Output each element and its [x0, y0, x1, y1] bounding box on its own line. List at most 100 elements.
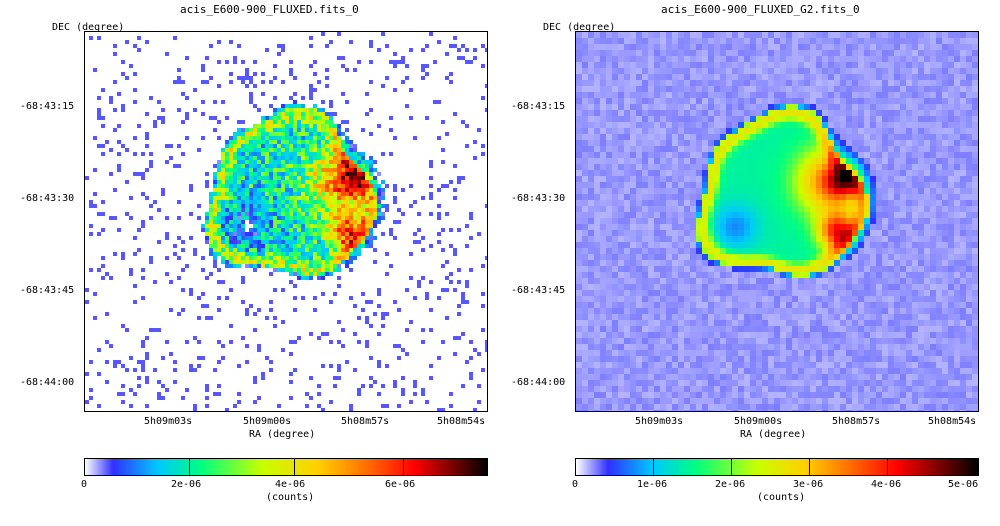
raw-pixel: [309, 88, 313, 92]
raw-pixel: [333, 268, 337, 272]
smoothed-pixel: [684, 200, 690, 206]
smoothed-pixel: [690, 158, 696, 164]
raw-pixel: [269, 148, 273, 152]
raw-pixel: [89, 360, 93, 364]
raw-pixel: [161, 108, 165, 112]
smoothed-pixel: [612, 38, 618, 44]
raw-pixel: [197, 356, 201, 360]
smoothed-pixel: [864, 62, 870, 68]
smoothed-pixel: [672, 170, 678, 176]
raw-pixel: [209, 220, 213, 224]
smoothed-pixel: [714, 32, 720, 38]
raw-pixel: [125, 212, 129, 216]
raw-pixel: [345, 152, 349, 156]
raw-pixel: [461, 384, 465, 388]
smoothed-pixel: [942, 224, 948, 230]
smoothed-pixel: [972, 188, 978, 194]
raw-pixel: [113, 128, 117, 132]
smoothed-pixel: [924, 140, 930, 146]
raw-pixel: [369, 220, 373, 224]
smoothed-pixel: [840, 44, 846, 50]
smoothed-pixel: [624, 116, 630, 122]
raw-pixel: [261, 148, 265, 152]
smoothed-pixel: [618, 62, 624, 68]
raw-pixel: [289, 216, 293, 220]
raw-pixel: [137, 384, 141, 388]
raw-pixel: [341, 172, 345, 176]
smoothed-pixel: [870, 200, 876, 206]
smoothed-pixel: [672, 230, 678, 236]
smoothed-pixel: [576, 110, 582, 116]
smoothed-pixel: [738, 170, 744, 176]
smoothed-pixel: [600, 86, 606, 92]
smoothed-pixel: [768, 224, 774, 230]
raw-pixel: [221, 184, 225, 188]
smoothed-pixel: [720, 236, 726, 242]
smoothed-pixel: [888, 62, 894, 68]
smoothed-pixel: [774, 182, 780, 188]
smoothed-pixel: [624, 188, 630, 194]
smoothed-pixel: [798, 254, 804, 260]
smoothed-pixel: [864, 176, 870, 182]
raw-pixel: [225, 256, 229, 260]
smoothed-pixel: [948, 212, 954, 218]
smoothed-pixel: [696, 164, 702, 170]
raw-pixel: [297, 268, 301, 272]
raw-pixel: [381, 152, 385, 156]
smoothed-pixel: [750, 176, 756, 182]
smoothed-pixel: [750, 104, 756, 110]
smoothed-pixel: [756, 104, 762, 110]
smoothed-pixel: [720, 140, 726, 146]
smoothed-pixel: [882, 176, 888, 182]
smoothed-pixel: [672, 266, 678, 272]
left-image-frame[interactable]: [84, 31, 488, 412]
smoothed-pixel: [792, 86, 798, 92]
smoothed-pixel: [720, 158, 726, 164]
raw-pixel: [297, 228, 301, 232]
smoothed-pixel: [804, 146, 810, 152]
raw-pixel: [345, 180, 349, 184]
raw-pixel: [241, 76, 245, 80]
raw-pixel: [245, 164, 249, 168]
smoothed-pixel: [642, 134, 648, 140]
smoothed-pixel: [708, 74, 714, 80]
smoothed-pixel: [792, 242, 798, 248]
raw-pixel: [173, 164, 177, 168]
raw-pixel: [233, 140, 237, 144]
smoothed-pixel: [654, 44, 660, 50]
raw-pixel: [297, 212, 301, 216]
smoothed-pixel: [828, 110, 834, 116]
smoothed-pixel: [684, 134, 690, 140]
smoothed-pixel: [726, 110, 732, 116]
raw-pixel: [317, 232, 321, 236]
raw-pixel: [345, 220, 349, 224]
smoothed-pixel: [582, 206, 588, 212]
smoothed-pixel: [612, 224, 618, 230]
smoothed-pixel: [642, 248, 648, 254]
smoothed-pixel: [804, 86, 810, 92]
smoothed-pixel: [600, 242, 606, 248]
smoothed-pixel: [690, 74, 696, 80]
smoothed-pixel: [834, 164, 840, 170]
raw-pixel: [325, 260, 329, 264]
smoothed-pixel: [840, 104, 846, 110]
smoothed-pixel: [654, 200, 660, 206]
smoothed-pixel: [900, 134, 906, 140]
smoothed-pixel: [588, 260, 594, 266]
raw-pixel: [233, 56, 237, 60]
right-image-frame[interactable]: [575, 31, 979, 412]
smoothed-pixel: [894, 74, 900, 80]
smoothed-pixel: [750, 230, 756, 236]
smoothed-pixel: [654, 260, 660, 266]
raw-pixel: [369, 232, 373, 236]
raw-pixel: [321, 152, 325, 156]
raw-pixel: [289, 168, 293, 172]
smoothed-pixel: [840, 254, 846, 260]
smoothed-pixel: [708, 38, 714, 44]
raw-pixel: [341, 188, 345, 192]
smoothed-pixel: [882, 230, 888, 236]
smoothed-pixel: [738, 224, 744, 230]
smoothed-pixel: [648, 32, 654, 38]
smoothed-pixel: [804, 32, 810, 38]
smoothed-pixel: [738, 134, 744, 140]
